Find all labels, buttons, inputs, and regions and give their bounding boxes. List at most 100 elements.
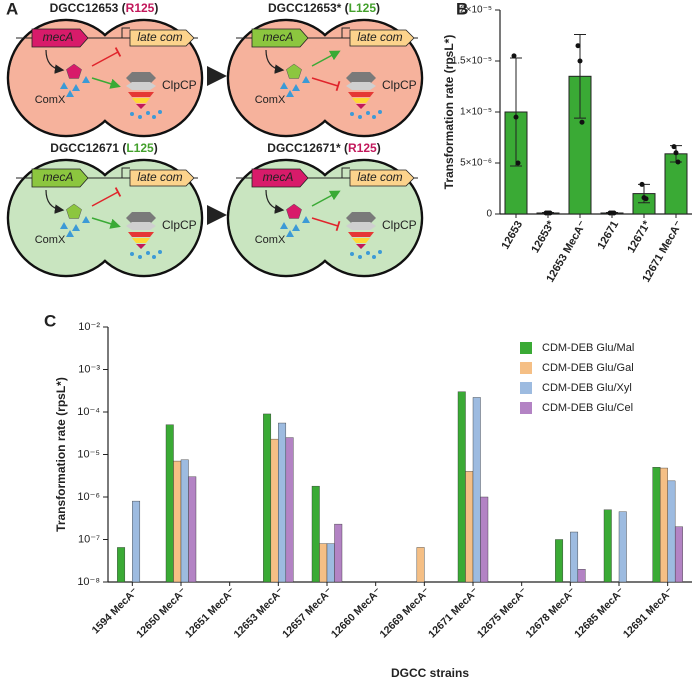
- y-tick-label: 2×10⁻⁵: [460, 5, 492, 16]
- fragment: [350, 112, 354, 116]
- clpp: [356, 104, 366, 109]
- peptide: [286, 230, 294, 237]
- y-tick-label: 10⁻⁶: [77, 491, 100, 503]
- data-point: [639, 181, 645, 187]
- fragment: [366, 251, 370, 255]
- title-part: DGCC12653* (: [268, 1, 349, 15]
- fragment: [146, 111, 150, 115]
- gene-label: mecA: [263, 170, 294, 184]
- legend-label: CDM-DEB Glu/Cel: [542, 402, 633, 414]
- bar: [278, 422, 287, 583]
- bar: [117, 547, 126, 583]
- y-axis-label: Transformation rate (rpsL*): [54, 377, 68, 532]
- bar: [465, 471, 474, 583]
- expression-arrow: [265, 189, 285, 214]
- title-part: R125: [126, 1, 155, 15]
- data-point: [515, 160, 521, 166]
- peptide: [286, 90, 294, 97]
- x-axis-label: DGCC strains: [391, 666, 469, 680]
- fragment: [358, 255, 362, 259]
- peptide: [280, 82, 288, 89]
- cell: mecA late com ComX ClpCP: [6, 18, 204, 138]
- title-part: ): [154, 141, 158, 155]
- comx: [66, 63, 82, 79]
- bar: [311, 485, 320, 583]
- x-tick-label: 12678 MecA⁻: [523, 585, 578, 640]
- clpp: [136, 104, 146, 109]
- x-tick-label: 12651 MecA⁻: [183, 585, 238, 640]
- protein-label: ComX: [255, 234, 286, 246]
- title-part: ): [376, 1, 380, 15]
- peptide: [82, 216, 90, 223]
- y-tick-label: 1×10⁻⁵: [460, 107, 492, 118]
- clpp: [356, 244, 366, 249]
- protein-label: ComX: [255, 94, 286, 106]
- clpc: [126, 82, 156, 90]
- clpp: [128, 232, 154, 237]
- gene-box: [251, 168, 309, 188]
- bar: [652, 467, 661, 583]
- y-tick-label: 10⁻⁷: [78, 533, 100, 545]
- cell-title: DGCC12671* (R125): [267, 141, 380, 155]
- gene-box: [31, 168, 89, 188]
- peptide: [302, 216, 310, 223]
- fragment: [138, 115, 142, 119]
- y-tick-label: 1.5×10⁻⁵: [452, 56, 492, 67]
- inhibition-bar: [335, 80, 341, 92]
- legend-label: CDM-DEB Glu/Mal: [542, 342, 634, 354]
- cell: mecA late com ComX ClpCP: [226, 18, 424, 138]
- y-tick-label: 10⁻⁵: [77, 448, 100, 460]
- activation: [311, 190, 341, 207]
- protease-label: ClpCP: [162, 218, 197, 232]
- expression-arrow: [45, 189, 65, 214]
- cell-fill: [9, 21, 123, 135]
- peptide: [292, 224, 300, 231]
- bar: [667, 480, 676, 583]
- x-tick-label: 12671*: [625, 218, 653, 255]
- x-tick-label: 12657 MecA⁻: [280, 585, 335, 640]
- fragment: [358, 115, 362, 119]
- protein-label: ComX: [35, 234, 66, 246]
- x-tick-label: 12669 MecA⁻: [377, 585, 432, 640]
- x-tick-label: 12675 MecA⁻: [475, 585, 530, 640]
- inhibition-bar: [114, 47, 122, 57]
- bar: [270, 438, 279, 583]
- data-point: [671, 144, 677, 150]
- inhibition: [311, 217, 339, 227]
- fragment: [378, 110, 382, 114]
- title-part: DGCC12671* (: [267, 141, 348, 155]
- bar: [570, 531, 579, 583]
- x-tick-label: 12691 MecA⁻: [621, 585, 676, 640]
- bar: [165, 424, 174, 583]
- title-part: L125: [349, 1, 377, 15]
- cell: mecA late com ComX ClpCP: [6, 158, 204, 278]
- bar: [180, 459, 189, 583]
- expression-arrow: [265, 49, 285, 74]
- gene-label: late com: [137, 170, 182, 184]
- peptide: [72, 84, 80, 91]
- title-part: ): [154, 1, 158, 15]
- clpc: [346, 82, 376, 90]
- data-point: [577, 58, 583, 64]
- cell-fill: [9, 161, 123, 275]
- promoter: [121, 167, 130, 178]
- data-point: [547, 210, 553, 216]
- data-point: [511, 53, 517, 59]
- fragment: [130, 252, 134, 256]
- gene-label: late com: [357, 170, 402, 184]
- bar: [603, 509, 612, 583]
- clpp: [136, 244, 146, 249]
- inhibition: [91, 191, 119, 207]
- x-tick-label: 12685 MecA⁻: [572, 585, 627, 640]
- x-tick-label: 12650 MecA⁻: [134, 585, 189, 640]
- fragment: [152, 255, 156, 259]
- legend-swatch: [520, 402, 532, 414]
- y-axis-label: Transformation rate (rpsL*): [442, 35, 456, 190]
- legend-swatch: [520, 342, 532, 354]
- inhibition-bar: [335, 220, 341, 232]
- data-point: [673, 150, 679, 156]
- fragment: [372, 115, 376, 119]
- inhibition-bar: [114, 187, 122, 197]
- bar: [416, 547, 425, 583]
- cell-fill: [229, 21, 343, 135]
